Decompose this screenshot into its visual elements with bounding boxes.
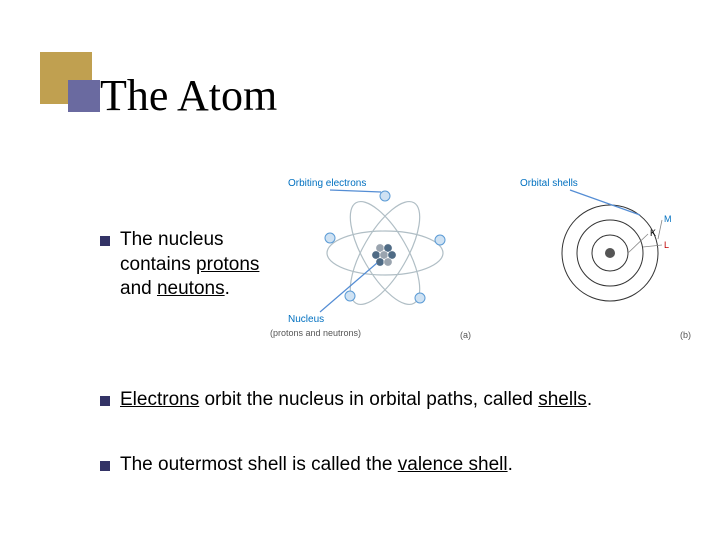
- bullet-item: Electrons orbit the nucleus in orbital p…: [100, 388, 660, 413]
- bullet-marker: [100, 461, 110, 471]
- label-nucleus-sub: (protons and neutrons): [270, 328, 361, 338]
- slide-title: The Atom: [100, 70, 277, 121]
- bullet-item: The outermost shell is called the valenc…: [100, 453, 660, 478]
- bullet-item: The nucleus contains protons and neutons…: [100, 228, 270, 302]
- bullet-marker: [100, 236, 110, 246]
- atom-diagram: Orbiting electrons Orbital shells Nucleu…: [270, 178, 700, 348]
- bullet-text: The outermost shell is called the valenc…: [120, 453, 513, 478]
- panel-marker-b: (b): [680, 330, 691, 340]
- label-orbiting-electrons: Orbiting electrons: [288, 178, 366, 189]
- shell-label-m: M: [664, 214, 672, 224]
- shell-label-k: K: [650, 228, 656, 238]
- panel-marker-a: (a): [460, 330, 471, 340]
- bullet-marker: [100, 396, 110, 406]
- label-orbital-shells: Orbital shells: [520, 178, 578, 189]
- bullet-text: The nucleus contains protons and neutons…: [120, 228, 270, 302]
- bullet-text: Electrons orbit the nucleus in orbital p…: [120, 388, 592, 413]
- label-nucleus: Nucleus: [288, 314, 324, 325]
- shell-label-l: L: [664, 240, 669, 250]
